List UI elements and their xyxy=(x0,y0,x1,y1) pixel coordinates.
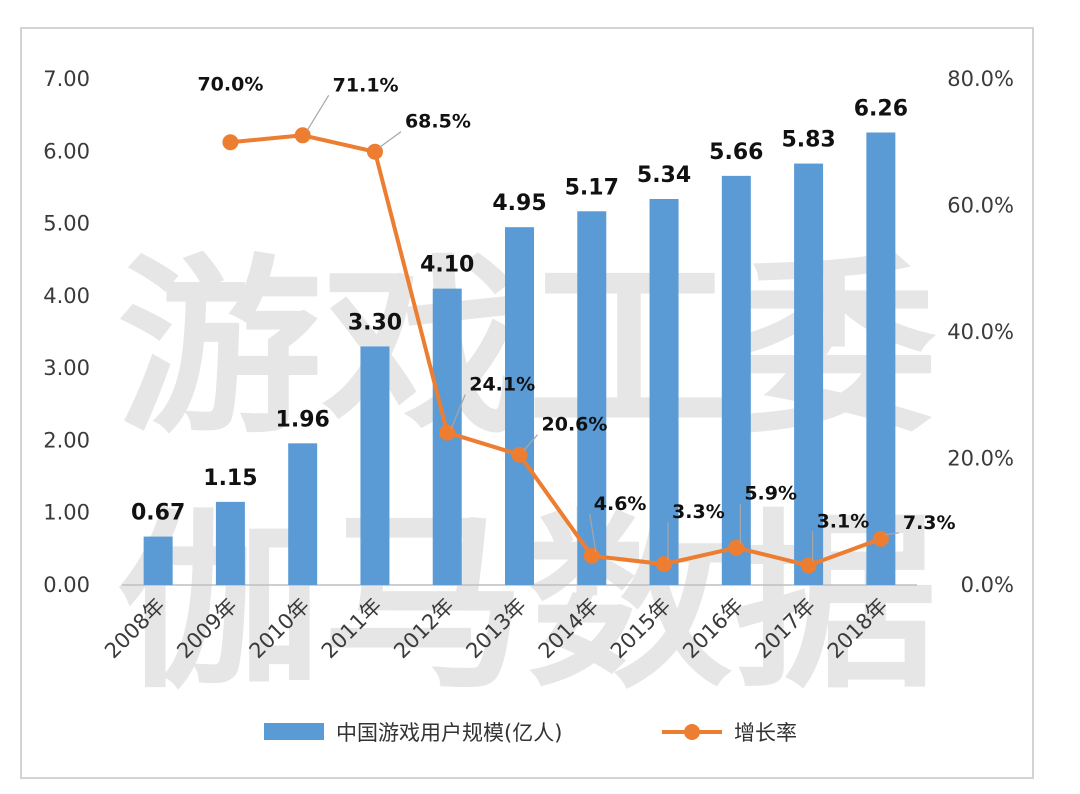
growth-point xyxy=(583,547,600,564)
bar-value-label: 5.83 xyxy=(781,128,835,153)
left-axis-tick-label: 0.00 xyxy=(43,573,90,597)
growth-label-leader xyxy=(884,532,899,536)
growth-value-label: 4.6% xyxy=(594,493,647,515)
growth-line xyxy=(230,133,882,568)
growth-value-label: 20.6% xyxy=(542,414,608,436)
left-axis: 0.00 1.00 2.00 3.00 4.00 5.00 6.00 7.00 xyxy=(43,67,90,597)
bar xyxy=(721,175,751,585)
bar-value-label: 5.17 xyxy=(565,175,619,200)
growth-value-label: 24.1% xyxy=(469,374,535,396)
growth-value-label: 68.5% xyxy=(405,111,471,133)
bar-series xyxy=(143,132,896,586)
legend-line-label: 增长率 xyxy=(734,721,797,745)
legend-bar-swatch xyxy=(264,723,324,740)
bar-value-labels: 0.67 1.15 1.96 3.30 4.10 4.95 5.17 5.34 5.66 5.83… xyxy=(131,96,908,525)
growth-label-leader xyxy=(450,394,466,429)
bar xyxy=(505,227,534,585)
growth-point xyxy=(728,539,745,556)
left-axis-tick-label: 4.00 xyxy=(43,284,90,308)
bar-value-label: 3.30 xyxy=(348,310,402,335)
bar xyxy=(215,501,245,585)
left-axis-tick-label: 7.00 xyxy=(43,67,90,91)
growth-label-leader xyxy=(589,513,597,552)
bar xyxy=(649,198,679,585)
growth-point xyxy=(872,530,889,547)
right-axis-tick-label: 40.0% xyxy=(947,320,1014,344)
bar xyxy=(577,211,607,586)
growth-point xyxy=(294,127,311,144)
bar-value-label: 4.10 xyxy=(420,253,474,278)
growth-label-leader xyxy=(378,131,402,149)
bar xyxy=(143,536,173,585)
bar-value-label: 5.66 xyxy=(709,140,763,165)
left-axis-tick-label: 1.00 xyxy=(43,501,90,525)
growth-value-label: 3.3% xyxy=(672,501,725,523)
bar-value-label: 5.34 xyxy=(637,163,691,188)
legend-line-marker xyxy=(684,724,700,740)
right-axis-tick-label: 80.0% xyxy=(947,67,1014,91)
bar-value-label: 0.67 xyxy=(131,501,185,526)
bar-value-label: 6.26 xyxy=(854,96,908,121)
right-axis-tick-label: 60.0% xyxy=(947,194,1014,218)
chart: 游戏工委 伽马数据 0.001.002.003.004.005.006.007.… xyxy=(43,67,1014,745)
right-axis-tick-label: 0.0% xyxy=(961,573,1014,597)
right-axis: 0.0% 20.0% 40.0% 60.0% 80.0% xyxy=(947,67,1014,597)
legend: 中国游戏用户规模(亿人) 增长率 xyxy=(264,721,797,745)
bar-value-label: 4.95 xyxy=(492,191,546,216)
bar-value-label: 1.96 xyxy=(276,407,330,432)
bar xyxy=(288,443,318,585)
bar xyxy=(794,163,824,585)
right-axis-tick-label: 20.0% xyxy=(947,447,1014,471)
growth-line-series: 70.0% 71.1% 68.5% 24.1% 20.6% 4.6% 3.3% 5.9% 3.1… xyxy=(197,73,956,574)
growth-value-label: 71.1% xyxy=(333,74,399,96)
growth-point xyxy=(439,424,456,441)
left-axis-tick-label: 6.00 xyxy=(43,139,90,163)
left-axis-tick-label: 3.00 xyxy=(43,356,90,380)
bar-value-label: 1.15 xyxy=(203,466,257,491)
growth-value-label: 3.1% xyxy=(817,510,870,532)
left-axis-tick-label: 5.00 xyxy=(43,212,90,236)
growth-point xyxy=(800,557,817,574)
growth-value-label: 5.9% xyxy=(744,483,797,505)
growth-point xyxy=(656,556,673,573)
bar xyxy=(866,132,896,585)
legend-bar-label: 中国游戏用户规模(亿人) xyxy=(336,721,562,745)
bar xyxy=(360,346,390,585)
chart-frame: 游戏工委 伽马数据 0.001.002.003.004.005.006.007.… xyxy=(20,27,1034,779)
growth-label-leader xyxy=(306,94,330,132)
growth-value-label: 7.3% xyxy=(903,512,956,534)
growth-value-label: 70.0% xyxy=(197,73,263,95)
growth-label-leader xyxy=(523,434,538,452)
growth-point xyxy=(222,134,239,151)
left-axis-tick-label: 2.00 xyxy=(43,428,90,452)
